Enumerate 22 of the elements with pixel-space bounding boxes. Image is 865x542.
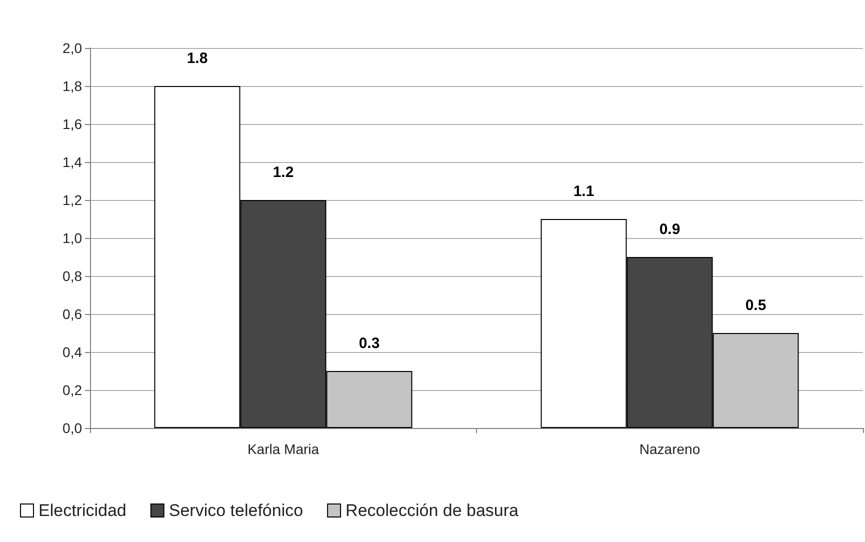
y-tick-label: 1,0 xyxy=(62,230,82,246)
data-label: 1.1 xyxy=(573,183,594,200)
y-tick-label: 0,6 xyxy=(62,306,82,322)
y-tick-label: 2,0 xyxy=(62,40,82,56)
y-tick-label: 1,6 xyxy=(62,116,82,132)
data-label: 1.2 xyxy=(272,164,294,181)
data-label: 0.3 xyxy=(358,335,380,352)
x-tick-label: Karla Maria xyxy=(247,441,320,457)
legend-label: Servico telefónico xyxy=(168,501,304,520)
x-tick-label: Nazareno xyxy=(639,441,700,457)
y-tick-label: 1,8 xyxy=(62,78,82,94)
y-tick-label: 0,0 xyxy=(62,420,82,436)
y-tick-label: 0,8 xyxy=(62,268,82,284)
y-tick-label: 1,4 xyxy=(62,154,82,170)
legend-label: Electricidad xyxy=(38,501,126,520)
data-label: 0.5 xyxy=(745,297,766,314)
y-tick-label: 1,2 xyxy=(62,192,82,208)
data-label: 0.9 xyxy=(659,221,680,238)
legend-label: Recolección de basura xyxy=(346,501,520,520)
y-tick-label: 0,4 xyxy=(62,344,82,360)
data-label: 1.8 xyxy=(186,50,208,67)
y-tick-label: 0,2 xyxy=(62,382,82,398)
